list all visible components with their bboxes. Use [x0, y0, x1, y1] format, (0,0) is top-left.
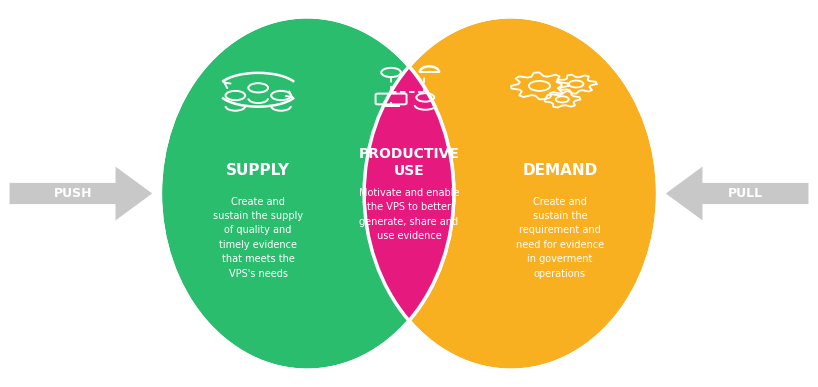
- Text: PUSH: PUSH: [53, 187, 92, 200]
- Ellipse shape: [364, 17, 658, 370]
- Text: Create and
sustain the
requirement and
need for evidence
in goverment
operations: Create and sustain the requirement and n…: [516, 197, 604, 279]
- Ellipse shape: [160, 17, 454, 370]
- Text: SUPPLY: SUPPLY: [227, 163, 290, 178]
- Text: DEMAND: DEMAND: [522, 163, 597, 178]
- Text: PULL: PULL: [728, 187, 763, 200]
- Text: Create and
sustain the supply
of quality and
timely evidence
that meets the
VPS': Create and sustain the supply of quality…: [213, 197, 303, 279]
- FancyArrow shape: [10, 167, 152, 220]
- FancyArrow shape: [666, 167, 808, 220]
- Text: PRODUCTIVE
USE: PRODUCTIVE USE: [358, 147, 460, 178]
- Ellipse shape: [364, 17, 658, 370]
- Text: Motivate and enable
the VPS to better
generate, share and
use evidence: Motivate and enable the VPS to better ge…: [359, 188, 459, 241]
